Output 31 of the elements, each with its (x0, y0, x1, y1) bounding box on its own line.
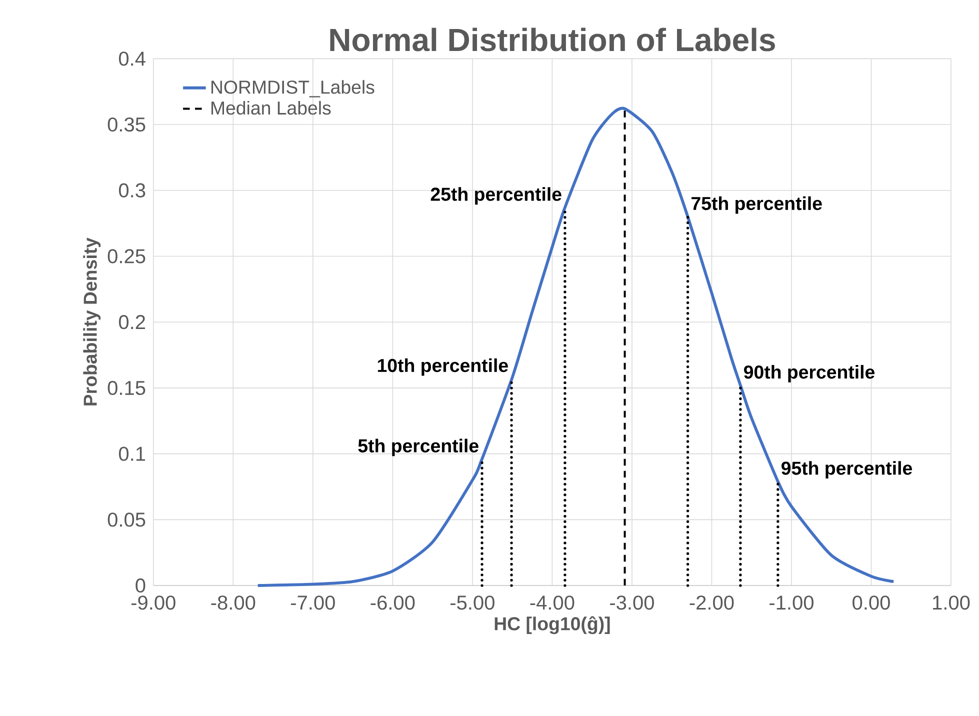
y-tick-label: 0.4 (118, 51, 146, 66)
x-tick-label: 1.00 (933, 595, 970, 610)
legend-label: NORMDIST_Labels (211, 80, 374, 98)
x-tick-label: 0.00 (852, 595, 890, 610)
y-axis-title: Probability Density (83, 238, 101, 406)
x-tick-label: -2.00 (690, 595, 734, 610)
annotation: 90th percentile (744, 364, 875, 382)
y-tick-label: 0 (136, 578, 146, 592)
y-tick-label: 0.3 (118, 183, 146, 198)
x-axis-title: HC [log10(ĝ)] (494, 616, 610, 634)
x-tick-label: -4.00 (530, 595, 574, 610)
legend-label: Median Labels (211, 100, 331, 115)
x-tick-label: -3.00 (610, 595, 654, 610)
y-tick-label: 0.1 (118, 446, 146, 461)
chart-title: Normal Distribution of Labels (330, 28, 775, 52)
x-tick-label: -8.00 (211, 595, 256, 610)
annotation: 10th percentile (378, 358, 508, 376)
annotation: 5th percentile (358, 438, 478, 456)
y-tick-label: 0.15 (108, 380, 146, 395)
y-tick-label: 0.35 (108, 117, 146, 132)
annotation: 25th percentile (430, 187, 562, 204)
annotation: 95th percentile (782, 461, 912, 478)
x-tick-label: -1.00 (770, 595, 814, 610)
y-tick-label: 0.25 (108, 249, 146, 264)
x-tick-label: -5.00 (450, 595, 494, 610)
y-tick-label: 0.05 (108, 512, 146, 527)
x-tick-label: -6.00 (370, 595, 415, 610)
x-tick-label: -9.00 (131, 595, 176, 610)
y-tick-label: 0.2 (118, 314, 146, 330)
x-tick-label: -7.00 (290, 595, 335, 610)
annotation: 75th percentile (692, 196, 822, 214)
